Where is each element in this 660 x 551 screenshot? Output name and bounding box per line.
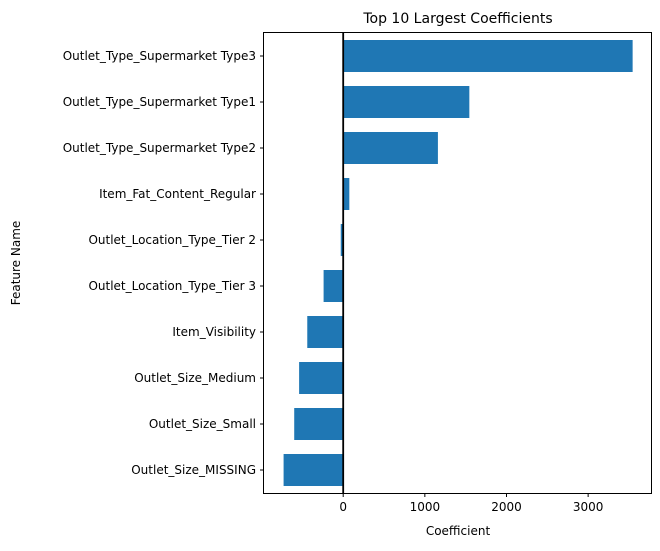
y-tick-label: Outlet_Size_MISSING (131, 463, 256, 477)
y-tick-label: Outlet_Location_Type_Tier 2 (88, 233, 256, 247)
bar-8 (294, 408, 344, 440)
x-tick-label: 1000 (410, 500, 441, 514)
y-axis-label: Feature Name (9, 221, 23, 306)
chart-title: Top 10 Largest Coefficients (362, 11, 552, 27)
bars-layer (283, 40, 633, 486)
bar-9 (283, 454, 344, 486)
bar-2 (343, 132, 438, 164)
x-tick-label: 2000 (491, 500, 522, 514)
x-axis-label: Coefficient (426, 524, 491, 538)
bar-5 (323, 270, 344, 302)
y-tick-label: Item_Visibility (172, 325, 256, 339)
y-tick-label: Outlet_Size_Small (149, 417, 256, 431)
y-tick-label: Item_Fat_Content_Regular (99, 187, 256, 201)
y-tick-label: Outlet_Size_Medium (134, 371, 256, 385)
x-axis: 0 1000 2000 3000 (339, 493, 603, 514)
bar-0 (343, 40, 633, 72)
bar-3 (343, 178, 350, 210)
plot-area-frame (263, 32, 652, 494)
bar-4 (340, 224, 344, 256)
y-tick-label: Outlet_Location_Type_Tier 3 (88, 279, 256, 293)
x-tick-label: 0 (339, 500, 347, 514)
y-axis: Outlet_Type_Supermarket Type3 Outlet_Type… (63, 49, 264, 477)
y-tick-label: Outlet_Type_Supermarket Type2 (63, 141, 256, 155)
bar-7 (299, 362, 344, 394)
bar-1 (343, 86, 470, 118)
y-tick-label: Outlet_Type_Supermarket Type1 (63, 95, 256, 109)
bar-6 (307, 316, 344, 348)
y-tick-label: Outlet_Type_Supermarket Type3 (63, 49, 256, 63)
x-tick-label: 3000 (573, 500, 604, 514)
